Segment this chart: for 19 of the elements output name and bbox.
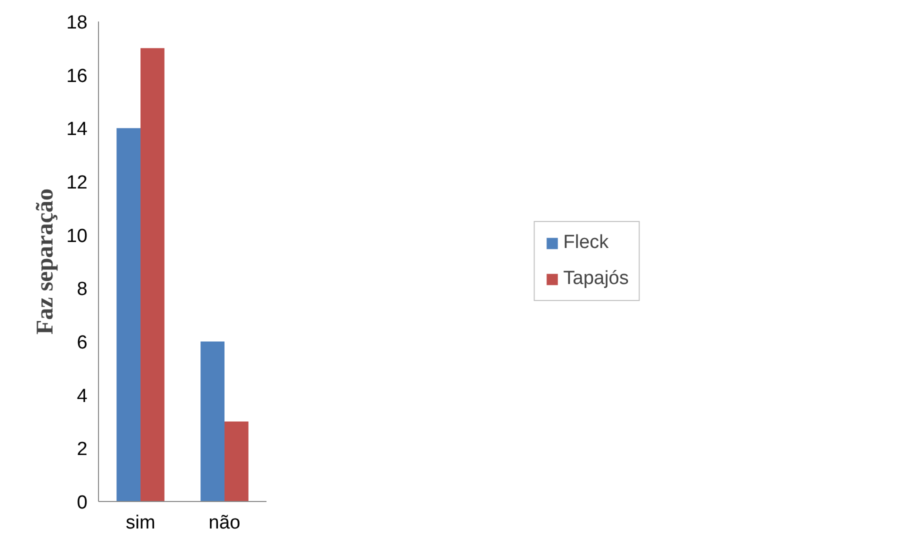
y-tick-label: 16 — [66, 66, 88, 87]
x-tick-label: não — [208, 512, 240, 534]
y-tick-label: 10 — [66, 226, 88, 247]
legend-label: Fleck — [563, 232, 609, 254]
legend-label: Tapajós — [563, 268, 629, 290]
bar — [224, 422, 248, 502]
bar — [200, 342, 224, 502]
bar — [140, 48, 164, 502]
y-tick-label: 0 — [76, 492, 88, 514]
y-tick-label: 12 — [66, 172, 88, 194]
y-tick-label: 8 — [76, 279, 88, 300]
y-tick-label: 2 — [76, 439, 88, 460]
y-tick-label: 18 — [66, 12, 88, 34]
x-tick-label: sim — [126, 512, 156, 534]
y-tick-label: 6 — [76, 332, 88, 354]
y-axis-title: Faz separação — [32, 188, 58, 334]
y-tick-label: 14 — [66, 119, 88, 140]
y-tick-label: 4 — [76, 386, 88, 407]
bar — [116, 128, 140, 502]
